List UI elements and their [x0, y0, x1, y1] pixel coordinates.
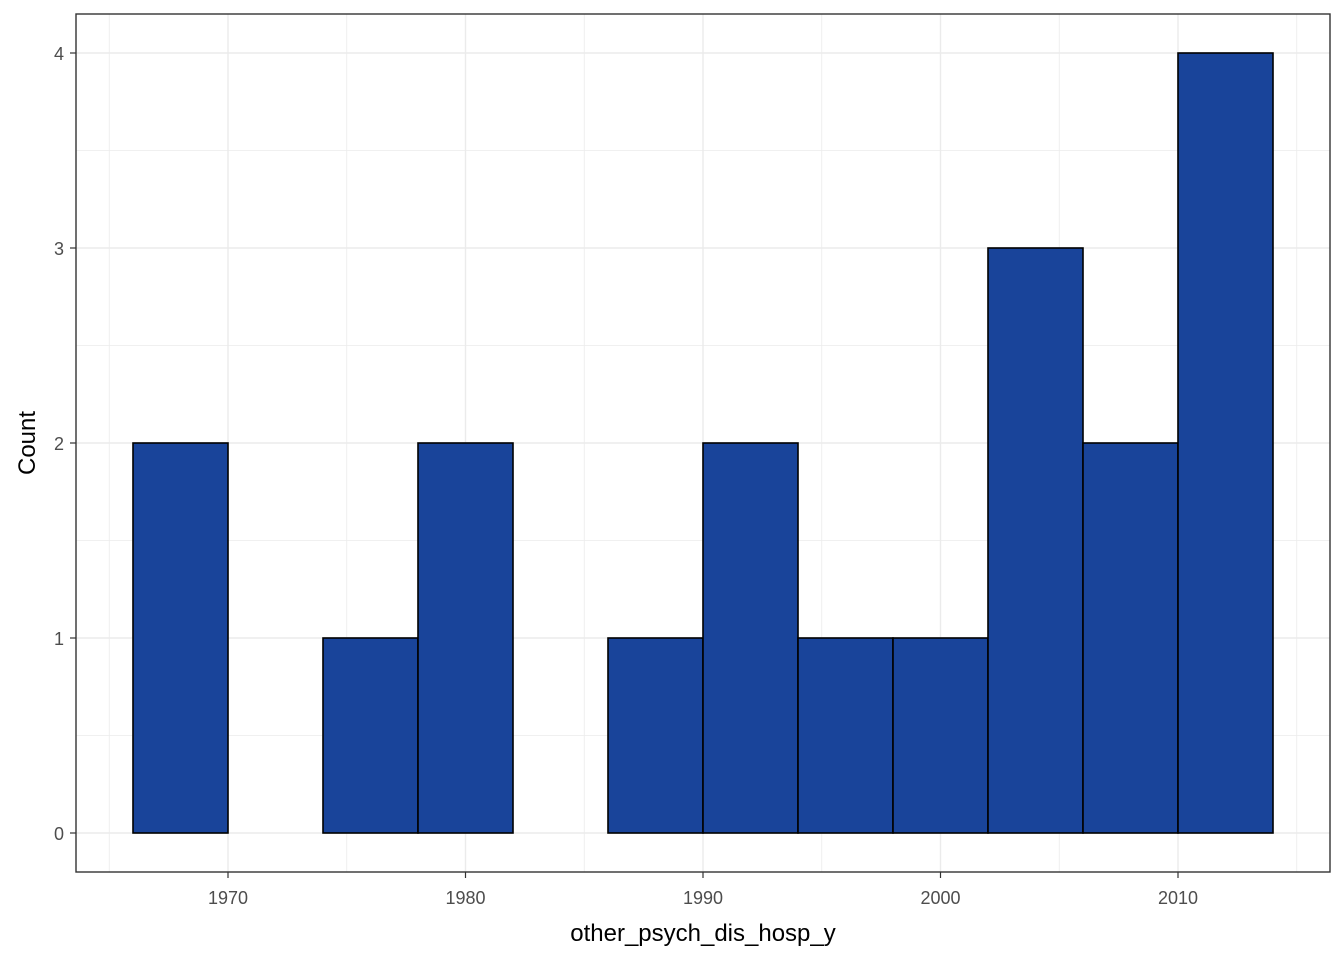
x-tick-label: 2010: [1158, 888, 1198, 908]
y-tick-label: 0: [54, 824, 64, 844]
histogram-bar-1986-1990: [607, 637, 704, 834]
histogram-bar-2002-2006: [987, 247, 1084, 834]
histogram-bar-2006-2010: [1082, 442, 1179, 834]
histogram-bar-2010-2014: [1177, 52, 1274, 834]
x-tick-label: 1980: [445, 888, 485, 908]
x-axis-ticks: [227, 872, 1179, 878]
histogram-bar-1974-1978: [322, 637, 419, 834]
histogram-bar-1990-1994: [702, 442, 799, 834]
x-axis-tick-labels: 1970 1980 1990 2000 2010: [208, 888, 1198, 908]
y-axis-tick-labels: 0 1 2 3 4: [54, 44, 64, 844]
histogram-bar-1966-1970: [132, 442, 229, 834]
y-axis-ticks: [70, 52, 76, 834]
histogram-bar-1994-1998: [797, 637, 894, 834]
x-tick-label: 1970: [208, 888, 248, 908]
y-tick-label: 4: [54, 44, 64, 64]
histogram-bar-1978-1982: [417, 442, 514, 834]
x-tick-label: 1990: [683, 888, 723, 908]
histogram-bars: [132, 52, 1274, 834]
y-tick-label: 1: [54, 629, 64, 649]
x-tick-label: 2000: [920, 888, 960, 908]
y-tick-label: 2: [54, 434, 64, 454]
y-axis-title: Count: [14, 411, 41, 475]
y-tick-label: 3: [54, 239, 64, 259]
x-axis-title: other_psych_dis_hosp_y: [570, 920, 836, 947]
histogram-bar-1998-2002: [892, 637, 989, 834]
